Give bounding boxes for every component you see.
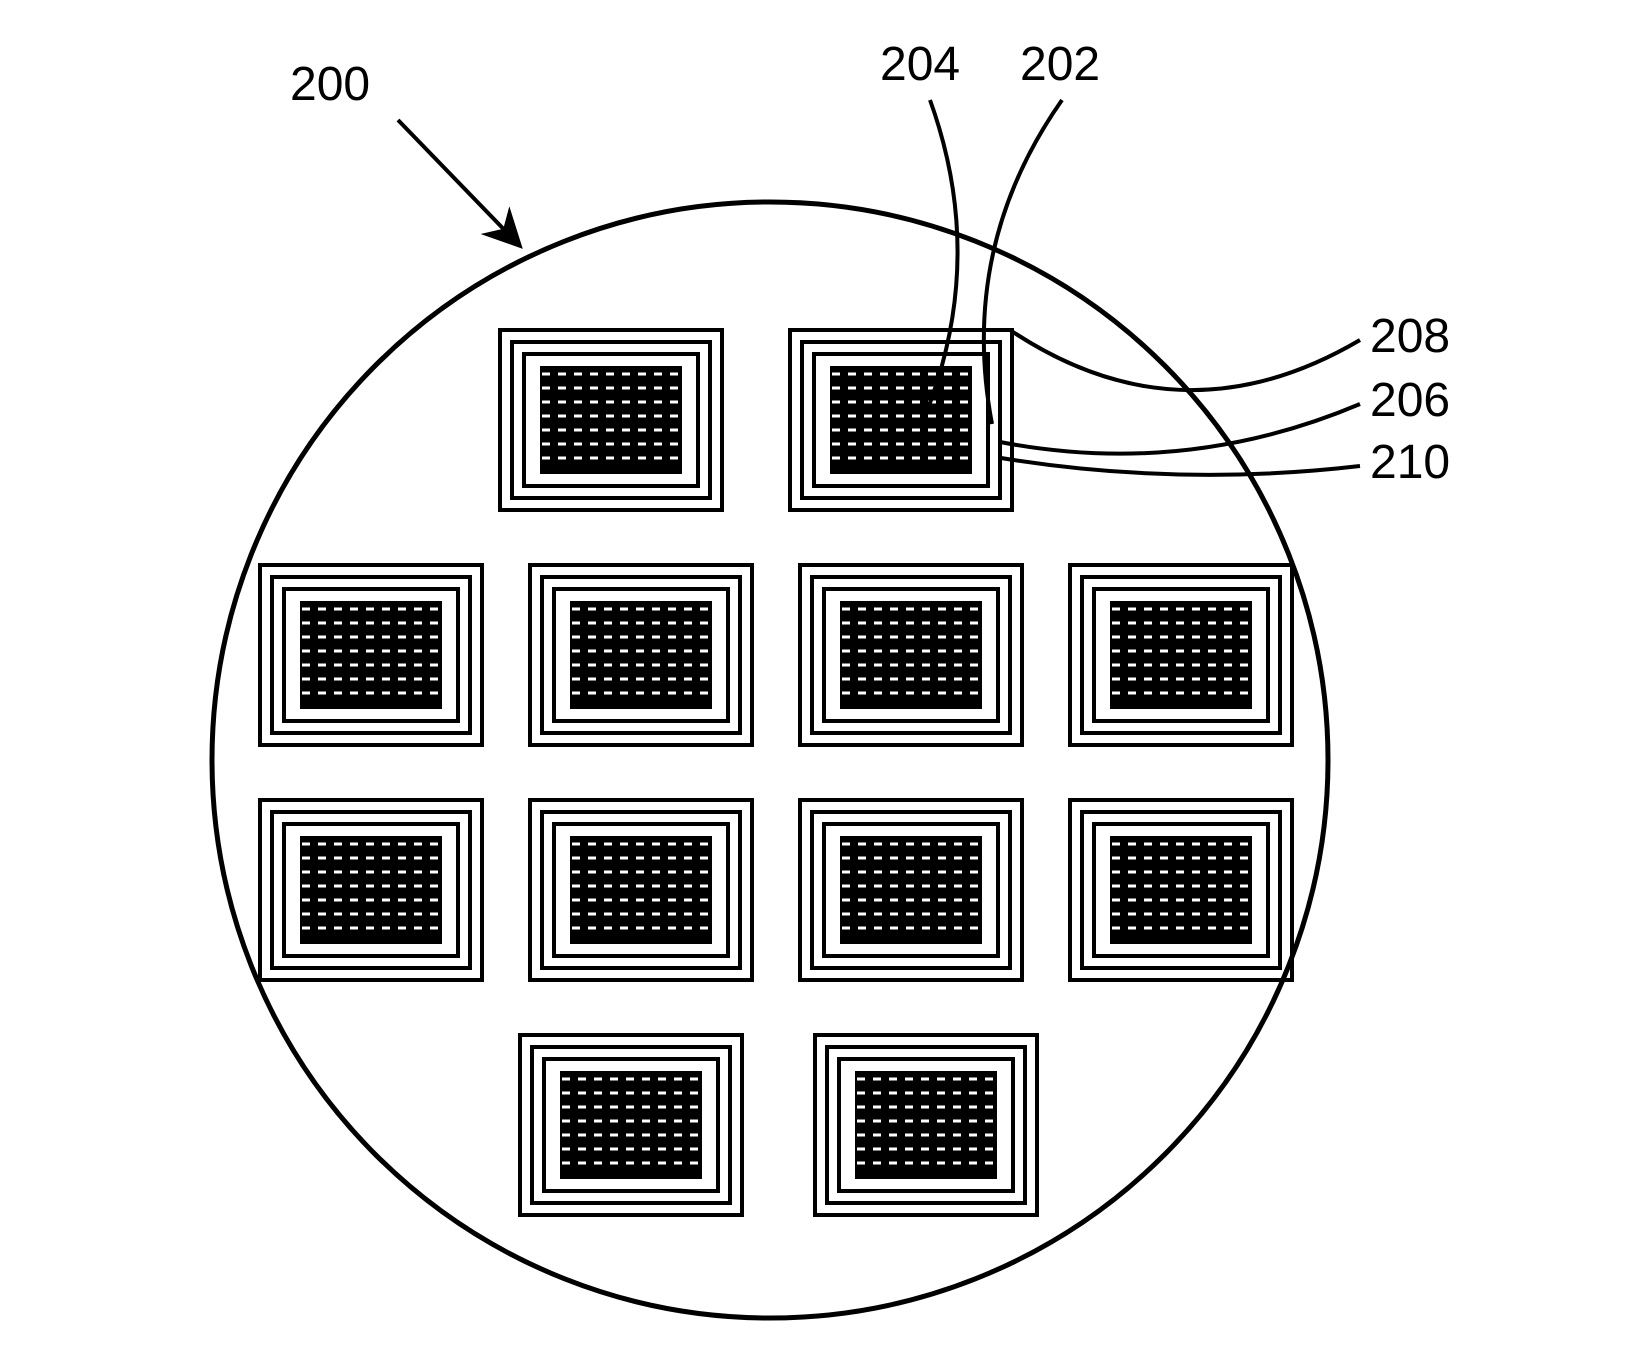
callout-label: 206 <box>1370 374 1450 427</box>
callout-label: 204 <box>880 38 960 91</box>
callout-label: 200 <box>290 58 370 111</box>
callout-label: 208 <box>1370 310 1450 363</box>
wafer-outline <box>212 202 1328 1318</box>
callout-leader <box>398 120 520 246</box>
callout-label: 202 <box>1020 38 1100 91</box>
callout-label: 210 <box>1370 436 1450 489</box>
diagram-stage: 200 204 202 208 206 210 <box>0 0 1644 1360</box>
